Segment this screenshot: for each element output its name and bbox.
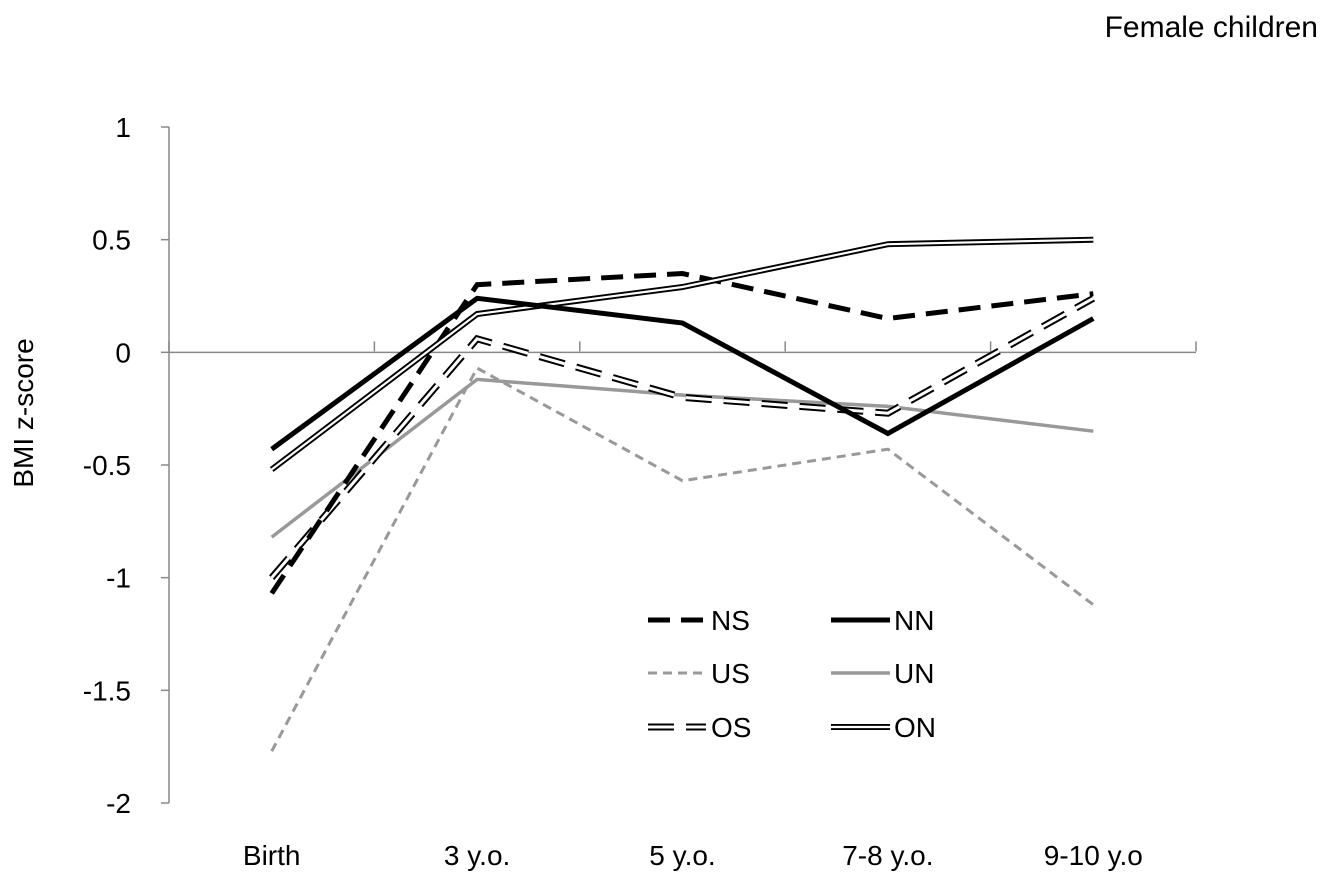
series-US [270,366,1095,752]
series-UN [270,377,1094,539]
series-line-NN [270,295,1095,452]
series-line-OS [269,295,1096,580]
legend-label-NN: NN [894,605,934,636]
y-tick-label: 1 [115,112,131,143]
legend-item-UN: UN [831,658,934,689]
y-axis-label: BMI z-score [8,338,39,487]
y-tick-label: -1.5 [83,675,131,706]
x-tick-label: 3 y.o. [444,840,510,871]
x-tick-label: Birth [243,840,301,871]
series-line-NS [269,270,1094,595]
legend-label-UN: UN [894,658,934,689]
series-ON [269,236,1094,472]
legend-label-OS: OS [711,712,751,743]
series-NS [269,270,1094,595]
axes: 1 0.5 0 -0.5 -1 -1.5 -2 Birth 3 y.o. 5 y.o. 7-8 y.… [83,112,1197,871]
legend-item-OS: OS [648,712,751,743]
legend: NS NN US UN OS ON [648,605,936,743]
legend-item-US: US [648,658,750,689]
legend-label-US: US [711,658,750,689]
chart-title: Female children [1105,11,1318,44]
y-tick-label: -1 [106,563,131,594]
x-tick-label: 9-10 y.o [1044,840,1143,871]
y-tick-label: -2 [106,788,131,819]
legend-label-NS: NS [711,605,750,636]
x-tick-label: 5 y.o. [649,840,715,871]
legend-label-ON: ON [894,712,936,743]
series-OS [269,295,1096,580]
legend-item-ON: ON [831,712,936,743]
series-NN [270,295,1095,452]
y-tick-label: -0.5 [83,450,131,481]
y-tick-label: 0 [115,337,131,368]
series-line-UN [270,377,1094,539]
series-line-OS-inner [270,296,1095,579]
legend-item-NN: NN [831,605,934,636]
y-tick-label: 0.5 [92,225,131,256]
series-layer [269,236,1096,752]
series-line-US [270,366,1095,752]
x-tick-label: 7-8 y.o. [842,840,933,871]
legend-item-NS: NS [648,605,750,636]
series-line-ON-inner [271,238,1094,471]
